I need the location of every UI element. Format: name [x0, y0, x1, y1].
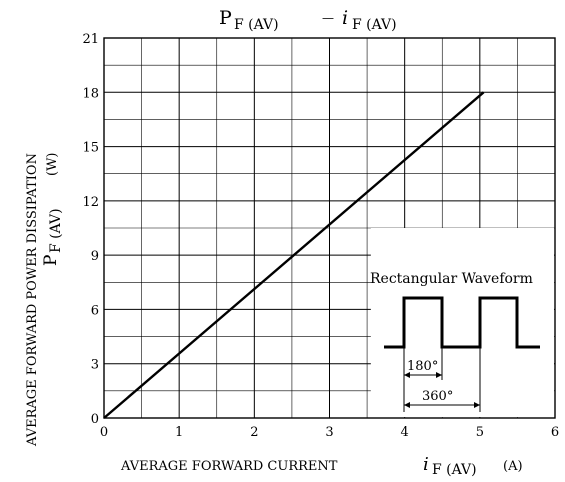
title-second: i: [342, 7, 348, 29]
plot-frame: [103, 37, 556, 419]
series-layer: [103, 91, 485, 419]
x-axis-label-symbol: i: [423, 454, 429, 475]
angle-180-label: 180°: [407, 359, 438, 374]
inset-background: [370, 228, 554, 417]
y-tick-label: 21: [82, 32, 99, 47]
waveform-trace: [384, 296, 540, 349]
inset-title: Rectangular Waveform: [370, 271, 533, 287]
x-tick-label: 5: [476, 425, 484, 440]
y-axis-label-text: AVERAGE FORWARD POWER DISSIPATION: [25, 153, 40, 447]
x-axis-label-text: AVERAGE FORWARD CURRENT: [120, 459, 338, 474]
y-tick-label: 3: [91, 358, 99, 373]
x-tick-label: 1: [175, 425, 183, 440]
chart-title: P F (AV) — i F (AV): [219, 7, 397, 33]
x-tick-label: 0: [100, 425, 108, 440]
y-axis-label-subscript: F (AV): [48, 208, 64, 253]
inset-backing: [370, 228, 554, 417]
series-line-0: [103, 91, 485, 419]
y-axis-label-unit: (W): [45, 152, 60, 176]
y-tick-label: 0: [91, 412, 99, 427]
x-axis-label-subscript: F (AV): [432, 462, 477, 478]
x-tick-labels: 0 1 2 3 4 5 6: [100, 425, 559, 440]
y-tick-label: 18: [82, 86, 99, 101]
x-tick-label: 3: [325, 425, 333, 440]
title-second-sub: F (AV): [352, 17, 397, 33]
x-tick-label: 2: [250, 425, 258, 440]
x-axis-label: AVERAGE FORWARD CURRENT i F (AV) (A): [120, 454, 523, 478]
title-main: P: [219, 7, 232, 29]
angle-360-label: 360°: [422, 389, 453, 404]
y-tick-label: 9: [91, 249, 99, 264]
x-tick-label: 6: [551, 425, 559, 440]
y-tick-label: 12: [82, 195, 99, 210]
y-axis-label: AVERAGE FORWARD POWER DISSIPATION P F (A…: [25, 152, 64, 447]
y-tick-label: 15: [82, 141, 99, 156]
x-axis-label-unit: (A): [503, 459, 523, 474]
title-separator: —: [322, 11, 334, 25]
waveform-inset: Rectangular Waveform 180° 360°: [370, 271, 540, 412]
y-tick-labels: 0 3 6 9 12 15 18 21: [82, 32, 99, 427]
y-axis-label-symbol: P: [41, 255, 61, 266]
y-tick-label: 6: [91, 303, 99, 318]
x-tick-label: 4: [401, 425, 409, 440]
title-main-sub: F (AV): [234, 17, 279, 33]
